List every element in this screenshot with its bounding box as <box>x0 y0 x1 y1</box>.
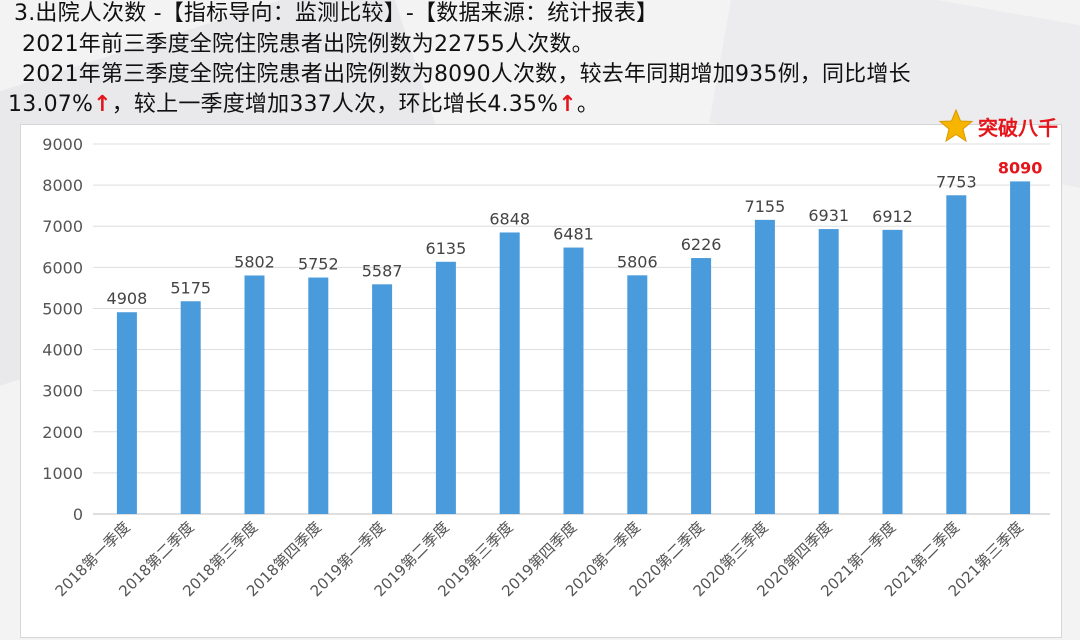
data-label: 5752 <box>298 255 339 274</box>
data-label: 5802 <box>234 252 275 271</box>
bar <box>180 301 201 514</box>
data-label: 6848 <box>489 209 530 228</box>
data-label: 5806 <box>617 252 658 271</box>
data-label: 7753 <box>936 172 977 191</box>
up-arrow-icon: ↑ <box>93 92 112 117</box>
data-label: 4908 <box>107 289 148 308</box>
bar <box>946 195 967 514</box>
data-label: 8090 <box>998 158 1043 177</box>
end-punct: 。 <box>576 92 600 117</box>
summary-line-q3: 2021年第三季度全院住院患者出院例数为8090人次数，较去年同期增加935例，… <box>22 62 911 87</box>
data-label: 6135 <box>426 239 467 258</box>
bar <box>1010 181 1031 514</box>
bar <box>116 312 137 514</box>
y-tick-label: 1000 <box>42 464 83 483</box>
y-tick-label: 2000 <box>42 423 83 442</box>
yoy-rate: 13.07% <box>8 92 94 117</box>
y-tick-label: 5000 <box>42 299 83 318</box>
bar <box>435 261 456 514</box>
summary-line-growth: 13.07%↑，较上一季度增加337人次，环比增长4.35%↑。 <box>8 91 599 119</box>
data-label: 6931 <box>808 206 849 225</box>
bar <box>691 258 712 514</box>
bar <box>372 284 393 514</box>
y-tick-label: 4000 <box>42 341 83 360</box>
bar <box>627 275 648 514</box>
data-label: 7155 <box>745 197 786 216</box>
milestone-badge: 突破八千 <box>938 108 1058 144</box>
bar <box>244 275 265 514</box>
bar <box>882 229 903 514</box>
badge-label: 突破八千 <box>978 115 1058 140</box>
data-label: 6912 <box>872 207 913 226</box>
slide-title: 3.出院人次数 -【指标导向：监测比较】-【数据来源：统计报表】 <box>14 1 659 26</box>
qoq-text: ，较上一季度增加337人次，环比增长4.35% <box>111 92 559 117</box>
bar <box>754 219 775 514</box>
y-tick-label: 8000 <box>42 176 83 195</box>
y-tick-label: 9000 <box>42 135 83 154</box>
bar <box>818 229 839 514</box>
bar <box>563 247 584 514</box>
data-label: 6226 <box>681 235 722 254</box>
y-tick-label: 0 <box>73 505 83 524</box>
data-label: 6481 <box>553 225 594 244</box>
y-tick-label: 3000 <box>42 382 83 401</box>
star-icon <box>938 108 974 143</box>
y-tick-label: 7000 <box>42 217 83 236</box>
data-label: 5587 <box>362 261 403 280</box>
up-arrow-icon: ↑ <box>558 92 577 117</box>
bar <box>499 232 520 514</box>
data-label: 5175 <box>170 278 211 297</box>
summary-line-total: 2021年前三季度全院住院患者出院例数为22755人次数。 <box>22 32 594 57</box>
bar <box>308 277 329 514</box>
y-tick-label: 6000 <box>42 258 83 277</box>
